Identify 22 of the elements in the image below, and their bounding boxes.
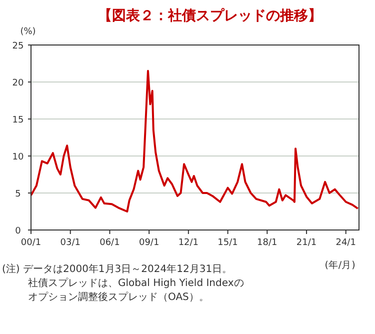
- line-series: [30, 70, 359, 212]
- y-tick-label: 5: [15, 190, 21, 200]
- y-tick-label: 15: [12, 116, 24, 126]
- x-tick-label: 00/1: [20, 238, 42, 248]
- x-tick-label: 21/1: [296, 238, 317, 248]
- y-tick-label: 25: [12, 42, 24, 52]
- x-tick-label: 18/1: [257, 238, 278, 248]
- x-tick-label: 09/1: [138, 238, 160, 248]
- text: オプション調整後スプレッド（OAS）。: [28, 291, 209, 303]
- x-tick-label: 06/1: [100, 238, 120, 248]
- y-axis-title: (%): [20, 27, 36, 37]
- text: 社債スプレッドは、Global High Yield Indexの: [28, 277, 244, 289]
- y-tick-label: 20: [12, 78, 24, 88]
- x-tick-label: 24/1: [336, 238, 356, 248]
- x-tick-label: 03/1: [60, 238, 80, 248]
- x-axis-title: (年/月): [324, 259, 356, 271]
- chart-title: 【図表２：社債スプレッドの推移】: [98, 7, 322, 24]
- x-tick-label: 12/1: [178, 238, 199, 248]
- x-tick-label: 15/1: [218, 238, 238, 248]
- y-tick-label: 0: [15, 226, 22, 236]
- text: (注) データは2000年1月3日～2024年12月31日。: [2, 263, 232, 275]
- y-tick-label: 10: [12, 152, 24, 162]
